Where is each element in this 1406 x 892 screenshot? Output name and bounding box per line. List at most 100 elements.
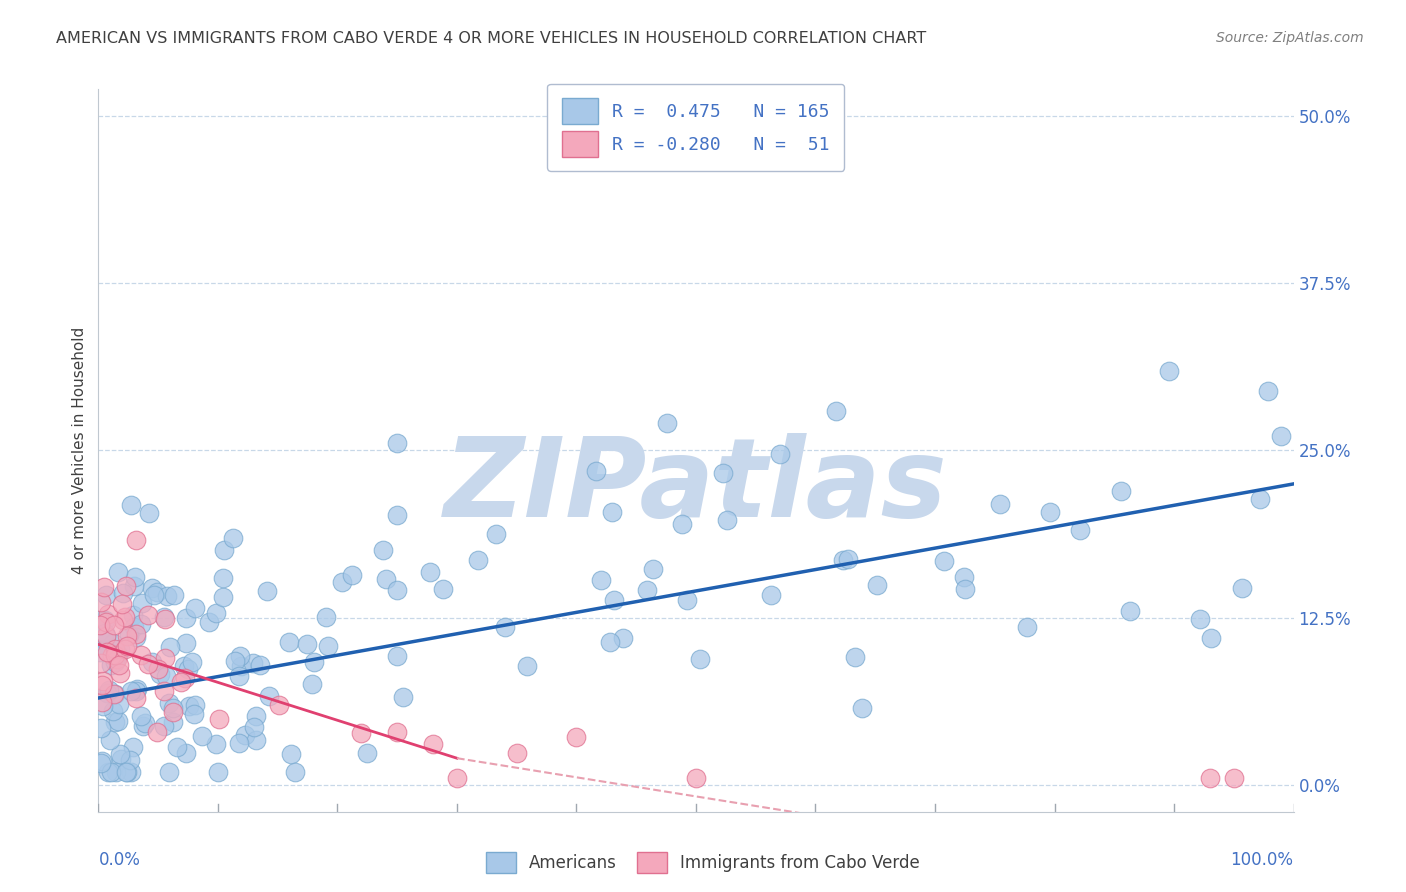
Point (485, 526, 508, 541)
Point (837, 552, 859, 566)
Point (100, 764, 122, 779)
Point (155, 669, 177, 683)
Point (205, 737, 228, 751)
Point (685, 771, 707, 786)
Point (1249, 492, 1271, 507)
Point (183, 706, 205, 721)
Point (636, 583, 658, 598)
Point (115, 764, 138, 779)
Point (180, 656, 202, 670)
Point (98, 733, 121, 747)
Point (141, 581, 163, 595)
Point (228, 668, 250, 682)
Point (1257, 384, 1279, 398)
Point (155, 650, 177, 665)
Point (953, 570, 976, 584)
Point (125, 533, 148, 547)
Point (90, 594, 112, 608)
Point (96, 615, 118, 629)
Point (446, 771, 468, 786)
Point (184, 698, 207, 713)
Point (419, 565, 441, 579)
Point (162, 705, 184, 719)
Point (207, 712, 229, 726)
Point (103, 688, 125, 702)
Point (1201, 632, 1223, 646)
Point (565, 730, 588, 744)
Point (385, 649, 409, 664)
Point (229, 648, 252, 663)
Point (467, 553, 489, 567)
Point (124, 570, 146, 584)
Point (138, 506, 160, 520)
Point (174, 746, 197, 760)
Point (600, 505, 623, 519)
Point (101, 704, 124, 718)
Point (105, 652, 128, 666)
Point (125, 627, 148, 641)
Point (330, 575, 353, 590)
Point (1069, 523, 1091, 537)
Point (170, 674, 193, 689)
Point (256, 583, 278, 598)
Point (375, 572, 398, 586)
Point (1157, 363, 1180, 377)
Point (591, 573, 613, 587)
Point (118, 628, 141, 642)
Point (129, 708, 152, 723)
Point (825, 403, 848, 417)
Point (676, 593, 699, 607)
Point (157, 696, 180, 710)
Point (94, 629, 117, 643)
Point (120, 498, 142, 512)
Point (89, 618, 111, 632)
Point (90, 695, 112, 709)
Point (207, 764, 229, 779)
Point (277, 634, 299, 648)
Point (214, 542, 236, 557)
Point (156, 589, 179, 603)
Point (197, 615, 219, 629)
Point (125, 682, 148, 697)
Point (392, 690, 415, 705)
Point (1199, 771, 1222, 786)
Point (103, 618, 125, 632)
Point (153, 684, 176, 698)
Point (100, 648, 122, 663)
Point (152, 719, 174, 733)
Point (761, 588, 783, 602)
Point (90, 678, 112, 692)
Point (585, 464, 607, 478)
Point (108, 666, 131, 681)
Point (267, 698, 290, 713)
Point (191, 729, 214, 743)
Point (107, 714, 129, 728)
Point (108, 641, 131, 656)
Point (689, 652, 711, 666)
Point (249, 658, 271, 673)
Text: Source: ZipAtlas.com: Source: ZipAtlas.com (1216, 31, 1364, 45)
Point (90, 754, 112, 768)
Point (671, 516, 693, 531)
Point (124, 690, 146, 705)
Point (94, 613, 117, 627)
Point (342, 568, 364, 582)
Point (111, 613, 134, 627)
Point (91, 628, 114, 642)
Point (163, 589, 186, 603)
Point (301, 677, 323, 691)
Point (177, 698, 200, 713)
Point (385, 508, 409, 522)
Point (108, 698, 131, 712)
Point (107, 648, 129, 662)
Point (104, 642, 127, 657)
Point (1017, 620, 1039, 634)
Point (134, 715, 156, 730)
Point (112, 586, 135, 600)
Point (1189, 612, 1212, 626)
Point (315, 609, 337, 624)
Point (222, 531, 245, 545)
Point (166, 739, 188, 754)
Point (142, 588, 165, 602)
Point (603, 593, 626, 607)
